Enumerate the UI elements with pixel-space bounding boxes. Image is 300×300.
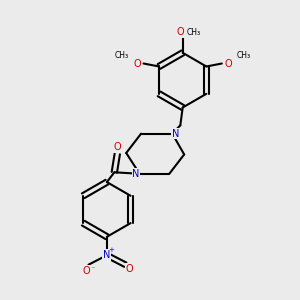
Text: O: O bbox=[126, 264, 134, 274]
Text: O: O bbox=[83, 266, 91, 276]
Text: O: O bbox=[133, 58, 141, 68]
Text: CH₃: CH₃ bbox=[187, 28, 201, 37]
Text: +: + bbox=[109, 248, 115, 254]
Text: O: O bbox=[113, 142, 121, 152]
Text: ⁻: ⁻ bbox=[90, 265, 95, 274]
Text: O: O bbox=[225, 58, 232, 68]
Text: N: N bbox=[172, 129, 179, 139]
Text: N: N bbox=[103, 250, 111, 260]
Text: O: O bbox=[176, 27, 184, 37]
Text: CH₃: CH₃ bbox=[115, 51, 129, 60]
Text: CH₃: CH₃ bbox=[236, 51, 250, 60]
Text: N: N bbox=[132, 169, 140, 179]
